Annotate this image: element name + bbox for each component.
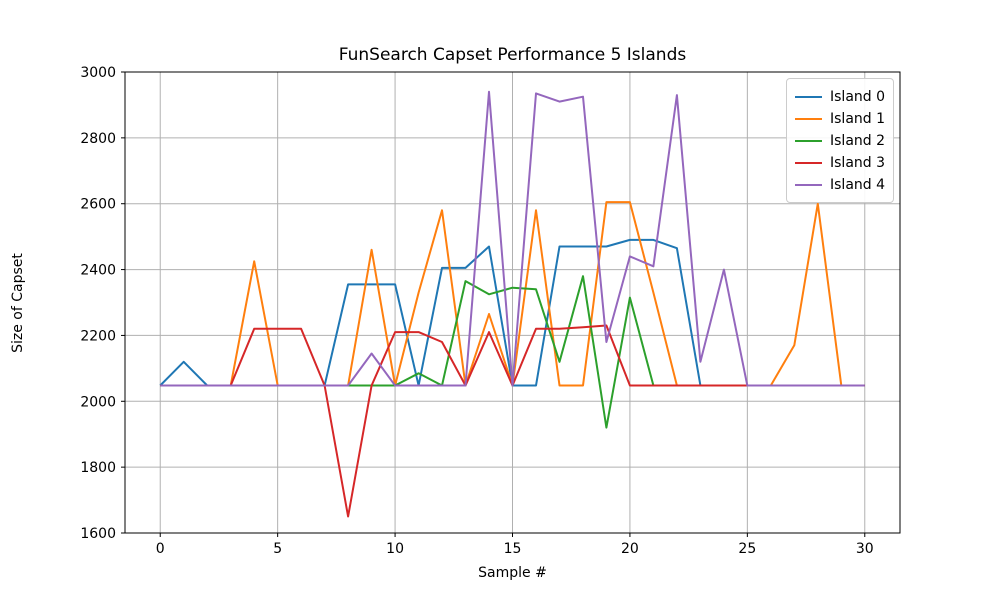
legend-label: Island 1	[830, 111, 886, 127]
y-tick-label: 2000	[80, 394, 116, 410]
legend-line-sample	[795, 162, 822, 164]
y-axis-label: Size of Capset	[10, 253, 26, 353]
legend-label: Island 4	[830, 177, 886, 193]
x-tick-label: 10	[386, 541, 404, 557]
y-tick-label: 2800	[80, 131, 116, 147]
x-tick-label: 25	[738, 541, 756, 557]
legend-line-sample	[795, 118, 822, 120]
x-axis-label: Sample #	[478, 565, 547, 581]
x-tick-label: 5	[273, 541, 282, 557]
y-tick-label: 2400	[80, 263, 116, 279]
legend-label: Island 2	[830, 133, 886, 149]
chart-title: FunSearch Capset Performance 5 Islands	[338, 45, 687, 65]
y-tick-label: 3000	[80, 65, 116, 81]
y-tick-label: 1600	[80, 526, 116, 542]
legend-line-sample	[795, 184, 822, 186]
legend: Island 0 Island 1 Island 2 Island 3 Island 4	[786, 78, 894, 203]
legend-line-sample	[795, 96, 822, 98]
legend-label: Island 3	[830, 155, 886, 171]
legend-item: Island 3	[795, 152, 885, 174]
y-tick-label: 2200	[80, 328, 116, 344]
series-line-island-4	[160, 90, 865, 387]
legend-item: Island 4	[795, 174, 885, 196]
legend-label: Island 0	[830, 89, 886, 105]
legend-line-sample	[795, 140, 822, 142]
x-tick-label: 30	[856, 541, 874, 557]
x-tick-label: 20	[621, 541, 639, 557]
legend-item: Island 0	[795, 86, 885, 108]
legend-item: Island 2	[795, 130, 885, 152]
x-tick-label: 15	[504, 541, 522, 557]
y-tick-label: 2600	[80, 197, 116, 213]
x-tick-label: 0	[156, 541, 165, 557]
y-tick-label: 1800	[80, 460, 116, 476]
legend-item: Island 1	[795, 108, 885, 130]
